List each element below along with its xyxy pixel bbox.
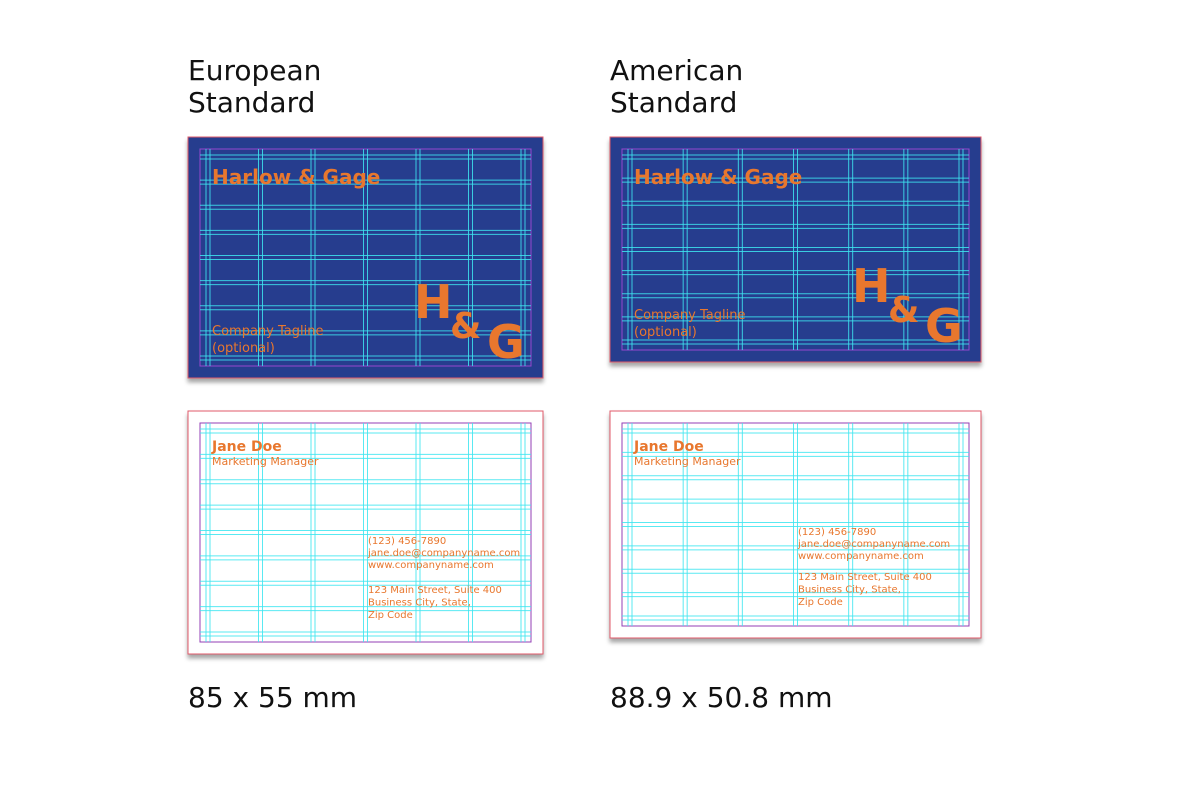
contact-line: www.companyname.com xyxy=(798,551,924,562)
heading: Standard xyxy=(188,86,315,119)
monogram: H xyxy=(852,259,891,313)
card-bg xyxy=(187,410,544,655)
contact-line: jane.doe@companyname.com xyxy=(797,539,950,550)
size-label: 88.9 x 50.8 mm xyxy=(610,681,833,714)
monogram: G xyxy=(925,299,963,353)
address-line: Business City, State, xyxy=(798,585,901,596)
monogram: & xyxy=(450,306,481,347)
card-front: Harlow & Gage H& G Company Tagline (optional… xyxy=(187,136,544,379)
person-name: Jane Doe xyxy=(633,439,704,455)
company-name: Harlow & Gage xyxy=(634,165,802,189)
address-line: Business City, State, xyxy=(368,598,471,609)
card-bg xyxy=(609,410,982,639)
card-bg xyxy=(187,136,544,379)
tagline: (optional) xyxy=(634,325,697,340)
size-label: 85 x 55 mm xyxy=(188,681,357,714)
contact-line: www.companyname.com xyxy=(368,560,494,571)
card-front: Harlow & Gage H& G Company Tagline (optional… xyxy=(609,136,982,363)
job-title: Marketing Manager xyxy=(212,455,319,468)
tagline: Company Tagline xyxy=(634,308,745,323)
address-line: 123 Main Street, Suite 400 xyxy=(798,572,932,583)
contact-line: (123) 456-7890 xyxy=(798,527,876,538)
company-name: Harlow & Gage xyxy=(212,165,380,189)
heading: American xyxy=(610,54,743,87)
card-bg xyxy=(609,136,982,363)
monogram: & xyxy=(888,290,919,331)
trim-frame xyxy=(199,148,532,367)
job-title: Marketing Manager xyxy=(634,455,741,468)
tagline: (optional) xyxy=(212,341,275,356)
address-line: 123 Main Street, Suite 400 xyxy=(368,585,502,596)
address-line: Zip Code xyxy=(368,610,413,621)
monogram: H xyxy=(414,275,453,329)
trim-frame xyxy=(199,422,532,643)
address-line: Zip Code xyxy=(798,597,843,608)
trim-frame xyxy=(621,148,970,351)
monogram: G xyxy=(487,315,525,369)
contact-line: (123) 456-7890 xyxy=(368,536,446,547)
heading: Standard xyxy=(610,86,737,119)
tagline: Company Tagline xyxy=(212,324,323,339)
heading: European xyxy=(188,54,321,87)
contact-line: jane.doe@companyname.com xyxy=(367,548,520,559)
person-name: Jane Doe xyxy=(211,439,282,455)
trim-frame xyxy=(621,422,970,627)
